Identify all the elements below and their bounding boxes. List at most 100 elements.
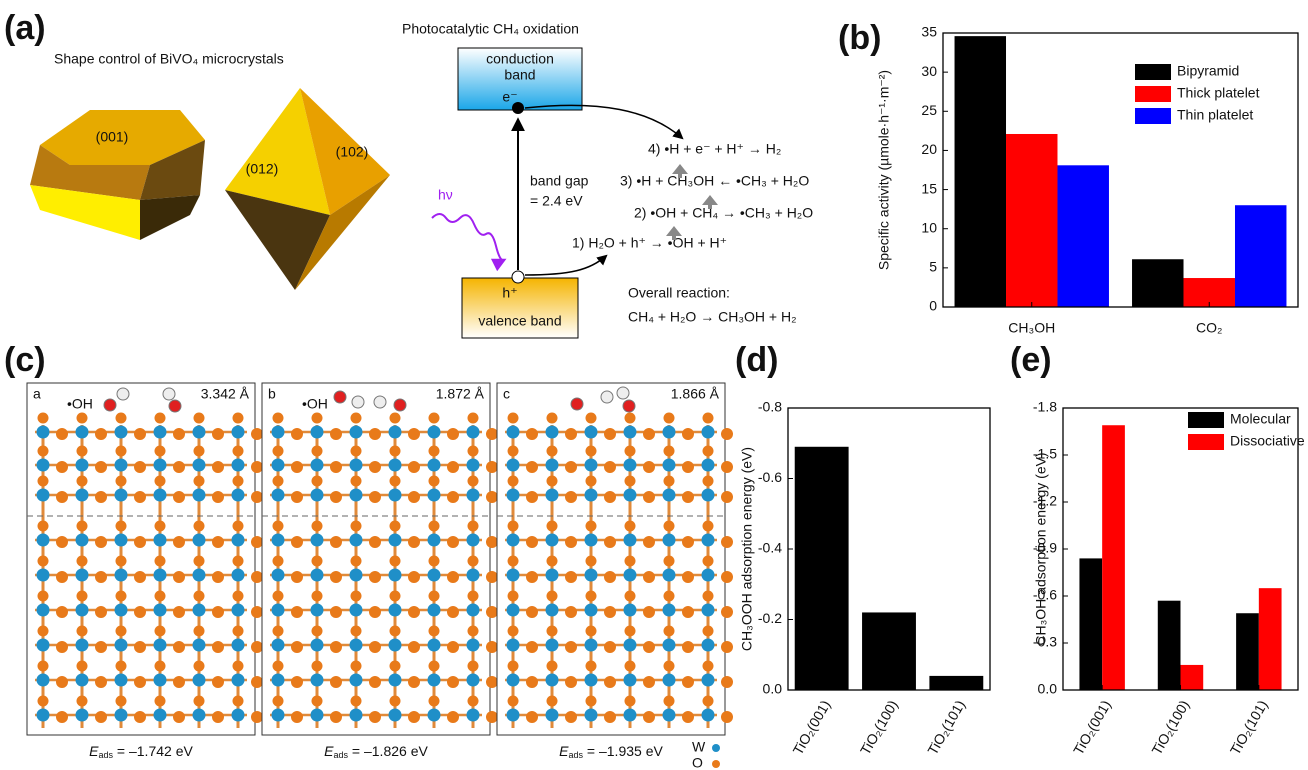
scheme-title: Photocatalytic CH₄ oxidation [402,21,579,37]
oxygen-atom [38,476,49,487]
oxygen-atom [116,413,127,424]
bar [1057,165,1108,307]
oxygen-atom [273,413,284,424]
oxygen-atom [95,641,107,653]
overall-title: Overall reaction: [628,285,730,301]
legend-label: O [692,755,703,770]
tungsten-atom [154,709,167,722]
oxygen-atom [312,413,323,424]
tungsten-atom [663,534,676,547]
tungsten-atom [585,489,598,502]
chart: (d)0.0-0.2-0.4-0.6-0.8CH₃OOH adsorption … [735,341,990,757]
oxygen-atom [116,626,127,637]
oxygen-atom [194,591,205,602]
oxygen-atom [586,626,597,637]
oxygen-atom [38,591,49,602]
oxygen-atom [682,676,694,688]
energy-label: Eads = –1.742 eV [89,743,193,761]
tungsten-atom [272,459,285,472]
oxygen-atom [56,711,68,723]
oxygen-atom [408,428,420,440]
subpanel-letter: b [268,386,276,402]
oxygen-atom [95,461,107,473]
oxygen-atom [468,661,479,672]
oxygen-atom [291,536,303,548]
tungsten-atom [76,604,89,617]
oxygen-atom [56,461,68,473]
bar [1102,425,1125,690]
oxygen-atom [330,711,342,723]
oxygen-atom [273,521,284,532]
oxygen-atom [408,641,420,653]
oxygen-atom [212,711,224,723]
panel-label: (b) [838,19,881,57]
legend-swatch [1135,86,1171,102]
tungsten-atom [585,639,598,652]
oxygen-atom [703,556,714,567]
oxygen-atom [390,661,401,672]
oxygen-atom [251,711,263,723]
oxygen-atom [312,556,323,567]
oxygen-atom [233,476,244,487]
tungsten-atom [663,709,676,722]
legend-label: Molecular [1230,411,1291,427]
tungsten-atom [702,569,715,582]
y-tick-label: 30 [921,63,937,79]
tungsten-atom [154,569,167,582]
oxygen-atom [212,491,224,503]
tungsten-atom [232,674,245,687]
tungsten-atom [311,709,324,722]
panel-a: (a) Shape control of BiVO₄ microcrystals… [4,9,813,338]
oxygen-atom [664,626,675,637]
oxygen-atom [447,571,459,583]
tungsten-atom [37,639,50,652]
tungsten-atom [507,709,520,722]
tungsten-atom [389,639,402,652]
oxygen-atom [664,696,675,707]
oxygen-atom [369,491,381,503]
oxygen-atom [586,521,597,532]
oxygen-atom [251,676,263,688]
tungsten-atom [232,426,245,439]
oxygen-atom [330,676,342,688]
oxygen-atom [508,521,519,532]
oxygen-atom [508,696,519,707]
bar [1006,134,1057,307]
oxygen-atom [273,626,284,637]
oxygen-atom [721,536,733,548]
panel-label: (c) [4,341,46,379]
tungsten-atom [232,604,245,617]
oxygen-atom [408,571,420,583]
tungsten-atom [624,569,637,582]
oxygen-atom [77,556,88,567]
oxygen-atom [251,536,263,548]
tungsten-atom [467,639,480,652]
y-axis-label: CH₃OOH adsorption energy (eV) [739,447,755,651]
tungsten-atom [546,674,559,687]
oxygen-atom [173,606,185,618]
tungsten-atom [37,459,50,472]
y-tick-label: 35 [921,24,937,40]
oxygen-atom [173,641,185,653]
tungsten-atom [389,459,402,472]
oxygen-atom [604,461,616,473]
oxygen-atom [351,661,362,672]
oxygen-atom [408,536,420,548]
tungsten-atom [272,534,285,547]
oxygen-atom [312,696,323,707]
electron [512,102,524,114]
oxygen-atom [273,446,284,457]
oxygen-atom [155,626,166,637]
distance-label: 3.342 Å [201,386,250,402]
oxygen-atom [664,446,675,457]
oxygen-atom [390,626,401,637]
x-tick-label: TiO₂(100) [1148,697,1192,757]
oxygen-atom [468,696,479,707]
oxygen-atom [565,711,577,723]
bar [1158,601,1181,690]
x-tick-label: TiO₂(101) [1227,697,1271,757]
tungsten-atom [37,426,50,439]
tungsten-atom [154,459,167,472]
tungsten-atom [193,426,206,439]
